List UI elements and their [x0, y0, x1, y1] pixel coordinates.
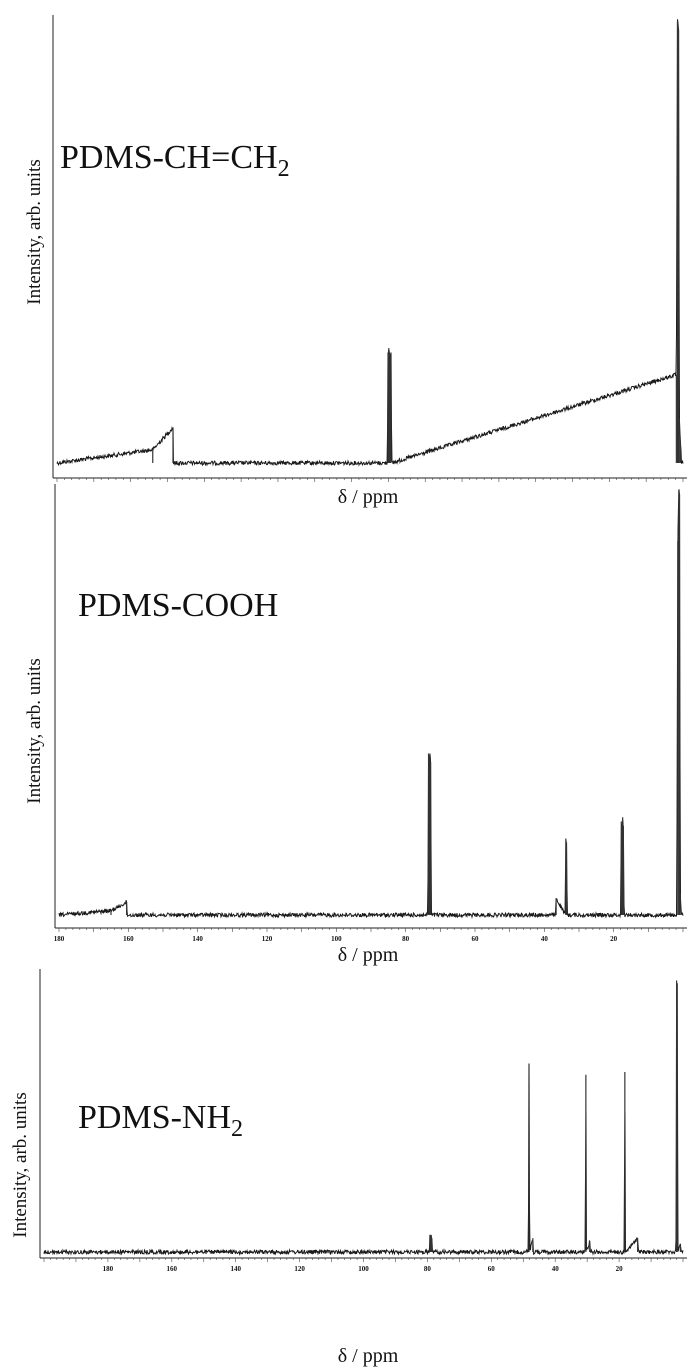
x-tick-label: 140	[230, 1265, 241, 1273]
panel-title: PDMS-CH=CH2	[60, 139, 290, 182]
x-tick-label: 20	[616, 1265, 624, 1273]
x-tick-label: 100	[331, 935, 342, 943]
spectrum-panel-cooh: 180 160 140 120 100 80 60 40 20 PDMS-COOH Intensit…	[24, 484, 687, 966]
y-axis-label: Intensity, arb. units	[24, 658, 45, 803]
x-axis-minor-ticks	[56, 478, 684, 482]
x-tick-label: 120	[262, 935, 273, 943]
panel-title: PDMS-COOH	[78, 587, 278, 624]
x-tick-label: 80	[402, 935, 410, 943]
x-tick-label: 160	[167, 1265, 178, 1273]
x-tick-label: 40	[541, 935, 549, 943]
x-tick-label: 60	[488, 1265, 496, 1273]
spectrum-trace	[58, 489, 684, 919]
x-tick-label: 160	[123, 935, 134, 943]
panel-title: PDMS-NH2	[78, 1099, 243, 1142]
x-axis-minor-ticks	[43, 1258, 684, 1262]
spectrum-trace	[43, 984, 684, 1256]
x-tick-label: 140	[192, 935, 203, 943]
x-tick-label: 20	[610, 935, 618, 943]
x-axis-label: δ / ppm	[338, 486, 399, 508]
spectrum-trace	[56, 19, 684, 467]
y-axis-label: Intensity, arb. units	[24, 159, 45, 304]
x-tick-label: 80	[424, 1265, 432, 1273]
x-tick-label: 180	[54, 935, 65, 943]
x-tick-label: 180	[103, 1265, 114, 1273]
spectrum-panel-nh2: 180 160 140 120 100 80 60 40 20 PDMS-NH2 Intensity…	[10, 969, 687, 1367]
x-tick-label: 40	[552, 1265, 560, 1273]
y-axis-label: Intensity, arb. units	[10, 1092, 31, 1237]
x-axis-label: δ / ppm	[338, 1345, 399, 1367]
x-axis-minor-ticks	[58, 928, 684, 932]
x-tick-label: 60	[472, 935, 480, 943]
x-axis-label: δ / ppm	[338, 944, 399, 966]
spectrum-panel-vinyl: PDMS-CH=CH2 Intensity, arb. units δ / ppm	[24, 15, 687, 508]
x-tick-label: 120	[294, 1265, 305, 1273]
x-tick-label: 100	[358, 1265, 369, 1273]
